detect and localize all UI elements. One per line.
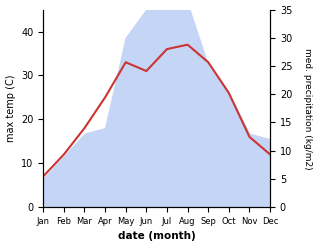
- X-axis label: date (month): date (month): [118, 231, 196, 242]
- Y-axis label: max temp (C): max temp (C): [5, 75, 16, 142]
- Y-axis label: med. precipitation (kg/m2): med. precipitation (kg/m2): [303, 48, 313, 169]
